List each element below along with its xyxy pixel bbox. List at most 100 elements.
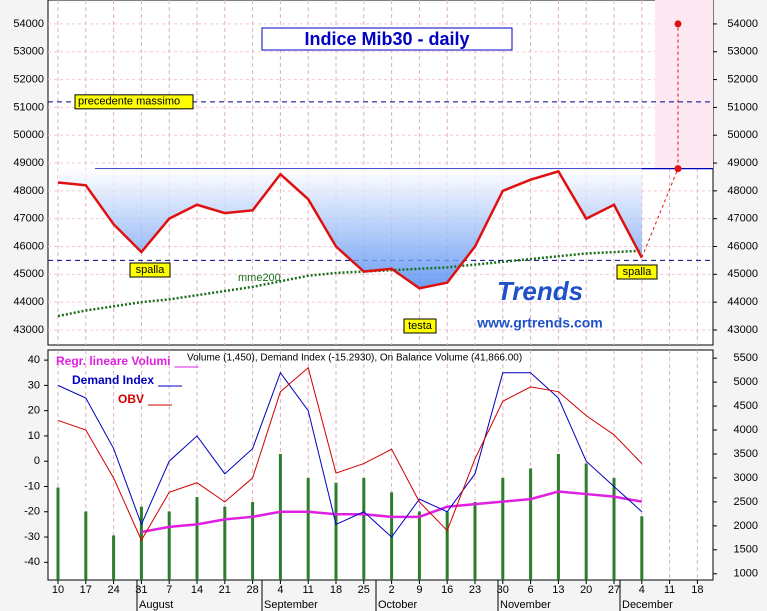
y-tick-label: 10 bbox=[28, 430, 40, 442]
y-tick-label: -40 bbox=[24, 556, 40, 568]
volume-bar bbox=[362, 477, 366, 580]
y-tick-label: 52000 bbox=[13, 73, 44, 85]
x-tick-label: 11 bbox=[302, 584, 313, 596]
resistance-band bbox=[655, 0, 713, 169]
y-tick-label: 46000 bbox=[13, 240, 44, 252]
volume-bar bbox=[56, 487, 60, 580]
label-box bbox=[74, 94, 194, 110]
volume-bar bbox=[445, 511, 449, 580]
x-tick-label: 21 bbox=[219, 584, 231, 596]
y-tick-label: 48000 bbox=[13, 185, 44, 197]
subtitle: Volume (1,450), Demand Index (-15.2930),… bbox=[187, 353, 522, 364]
volume-bar bbox=[195, 497, 199, 580]
volume-bar bbox=[251, 501, 255, 580]
month-label: October bbox=[378, 599, 417, 611]
y-tick-label-right: 49000 bbox=[727, 157, 758, 169]
y-tick-label-right: 44000 bbox=[727, 296, 758, 308]
volume-bar bbox=[417, 511, 421, 580]
volume-bar bbox=[112, 535, 116, 580]
y-tick-label-right: 52000 bbox=[727, 73, 758, 85]
annotation: spalla bbox=[136, 264, 166, 276]
month-label: November bbox=[500, 599, 551, 611]
month-label: August bbox=[139, 599, 173, 611]
y2-tick-label: 3000 bbox=[734, 472, 758, 484]
y-tick-label-right: 46000 bbox=[727, 240, 758, 252]
x-tick-label: 2 bbox=[389, 584, 395, 596]
annotation-box bbox=[616, 264, 658, 280]
volume-bar bbox=[473, 501, 477, 580]
volume-bar bbox=[556, 453, 560, 580]
y-tick-label: 50000 bbox=[13, 129, 44, 141]
series-line bbox=[57, 371, 643, 538]
target-point bbox=[674, 20, 682, 28]
annotation: testa bbox=[408, 320, 433, 332]
area-fill bbox=[58, 168, 642, 289]
volume-bar bbox=[390, 492, 394, 580]
y-tick-label: 43000 bbox=[13, 324, 44, 336]
month-label: September bbox=[264, 599, 318, 611]
legend-label: Regr. lineare Volumi bbox=[56, 354, 170, 368]
annotation-box bbox=[403, 318, 437, 334]
projection bbox=[641, 168, 679, 258]
y-tick-label: 0 bbox=[34, 455, 40, 467]
volume-bar bbox=[584, 463, 588, 580]
marks: 10 17 24 31 7 14 21 28 4 11 18 25 2 9 16 23 30 6 13 20 27 4 11… bbox=[13, 0, 758, 611]
y2-tick-label: 1500 bbox=[734, 544, 758, 556]
volume-bar bbox=[306, 477, 310, 580]
y-tick-label: 40 bbox=[28, 354, 40, 366]
x-tick-label: 6 bbox=[528, 584, 534, 596]
chart-title: Indice Mib30 - daily bbox=[304, 29, 469, 49]
legend-label: Demand Index bbox=[72, 373, 154, 387]
y2-tick-label: 2500 bbox=[734, 496, 758, 508]
hline-label: precedente massimo bbox=[78, 96, 180, 108]
y-tick-label-right: 53000 bbox=[727, 46, 758, 58]
y-tick-label: 20 bbox=[28, 405, 40, 417]
x-tick-label: 18 bbox=[691, 584, 703, 596]
bottom-plot-area bbox=[47, 349, 714, 581]
month-label: December bbox=[622, 599, 673, 611]
annotation-box bbox=[129, 262, 171, 278]
y-tick-label: 44000 bbox=[13, 296, 44, 308]
x-tick-label: 4 bbox=[639, 584, 645, 596]
volume-bar bbox=[640, 516, 644, 580]
y2-tick-label: 2000 bbox=[734, 520, 758, 532]
x-tick-label: 20 bbox=[580, 584, 592, 596]
y2-tick-label: 5500 bbox=[734, 352, 758, 364]
volume-bar bbox=[278, 453, 282, 580]
x-tick-label: 16 bbox=[441, 584, 453, 596]
y-tick-label: -20 bbox=[24, 506, 40, 518]
x-tick-label: 23 bbox=[469, 584, 481, 596]
volume-bar bbox=[334, 482, 338, 580]
x-tick-label: 11 bbox=[664, 584, 675, 596]
price-line bbox=[57, 169, 643, 290]
y2-tick-label: 1000 bbox=[734, 568, 758, 580]
y-tick-label: 54000 bbox=[13, 18, 44, 30]
x-tick-label: 28 bbox=[246, 584, 258, 596]
x-tick-label: 4 bbox=[277, 584, 283, 596]
volume-bar bbox=[139, 506, 143, 580]
x-tick-label: 13 bbox=[552, 584, 564, 596]
x-tick-label: 27 bbox=[608, 584, 620, 596]
volume-bar bbox=[501, 477, 505, 580]
y-tick-label-right: 50000 bbox=[727, 129, 758, 141]
x-tick-label: 7 bbox=[166, 584, 172, 596]
title-box bbox=[261, 27, 513, 51]
y2-tick-label: 3500 bbox=[734, 448, 758, 460]
volume-bar bbox=[167, 511, 171, 580]
y-tick-label: -30 bbox=[24, 531, 40, 543]
volume-bar bbox=[529, 468, 533, 580]
y2-tick-label: 5000 bbox=[734, 376, 758, 388]
series-line bbox=[57, 366, 643, 542]
y2-tick-label: 4000 bbox=[734, 424, 758, 436]
x-tick-label: 31 bbox=[135, 584, 147, 596]
x-tick-label: 25 bbox=[358, 584, 370, 596]
volume-bar bbox=[84, 511, 88, 580]
x-tick-label: 17 bbox=[80, 584, 92, 596]
series-line bbox=[141, 490, 643, 534]
y2-tick-label: 4500 bbox=[734, 400, 758, 412]
y-tick-label: 30 bbox=[28, 379, 40, 391]
y-tick-label: 49000 bbox=[13, 157, 44, 169]
y-tick-label-right: 47000 bbox=[727, 213, 758, 225]
x-tick-label: 14 bbox=[191, 584, 203, 596]
